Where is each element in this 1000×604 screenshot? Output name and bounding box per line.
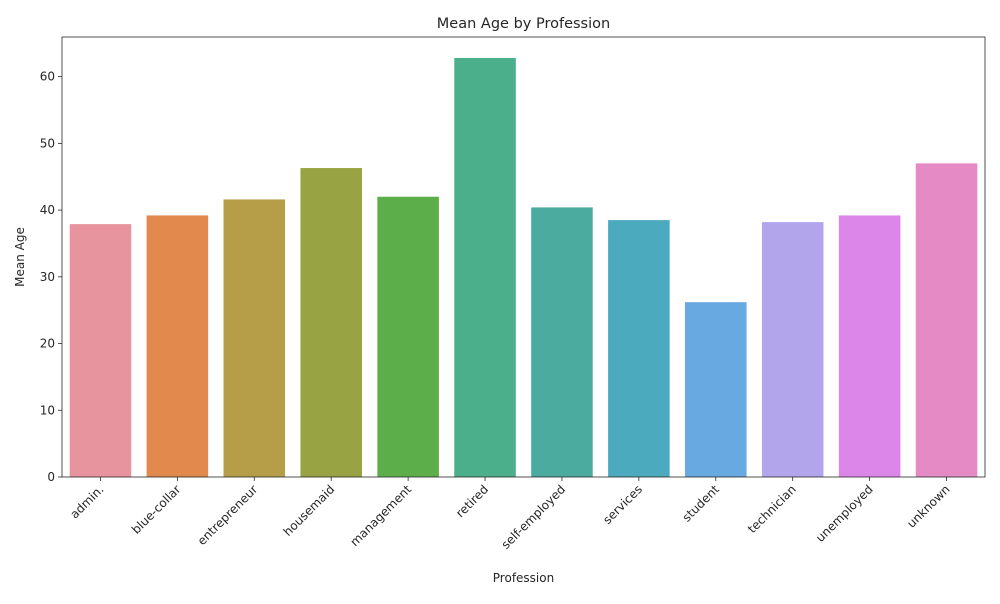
plot-area [61, 36, 986, 478]
x-tick-label: admin. [67, 482, 106, 521]
x-tick-label: blue-collar [129, 482, 184, 537]
bar-unknown [915, 163, 978, 477]
x-tick-label: entrepreneur [195, 482, 261, 548]
x-axis: admin. blue-collar entrepreneur housemaid ma… [67, 477, 953, 552]
y-tick-label: 10 [40, 403, 55, 417]
y-tick-label: 40 [40, 203, 55, 217]
x-tick-label: services [600, 482, 645, 527]
bar-admin [69, 224, 132, 477]
y-tick-label: 20 [40, 337, 55, 351]
x-tick-label: student [680, 482, 723, 525]
x-axis-label: Profession [493, 571, 554, 585]
x-tick-label: housemaid [281, 482, 338, 539]
x-tick-label: technician [745, 482, 799, 536]
chart-title: Mean Age by Profession [437, 16, 610, 32]
plot-frame [61, 36, 986, 478]
x-tick-label: retired [453, 482, 491, 520]
y-tick-label: 60 [40, 70, 55, 84]
bar-unemployed [838, 215, 901, 477]
y-axis: 0 10 20 30 40 50 60 [40, 70, 62, 484]
x-tick-label: self-employed [499, 482, 569, 552]
bar-self-employed [531, 207, 593, 477]
x-tick-label: unknown [904, 482, 952, 530]
bar-services [608, 220, 670, 477]
bar-technician [761, 222, 824, 477]
bar-retired [454, 57, 516, 477]
bar-entrepreneur [223, 199, 286, 478]
bar-management [377, 196, 439, 477]
y-tick-label: 30 [40, 270, 55, 284]
x-tick-label: management [348, 482, 415, 549]
y-tick-label: 50 [40, 136, 55, 150]
bar-student [685, 302, 747, 477]
y-tick-label: 0 [47, 470, 55, 484]
bar-housemaid [300, 168, 362, 477]
x-tick-label: unemployed [813, 482, 876, 545]
y-axis-label: Mean Age [13, 227, 27, 287]
bar-blue-collar [146, 215, 209, 477]
